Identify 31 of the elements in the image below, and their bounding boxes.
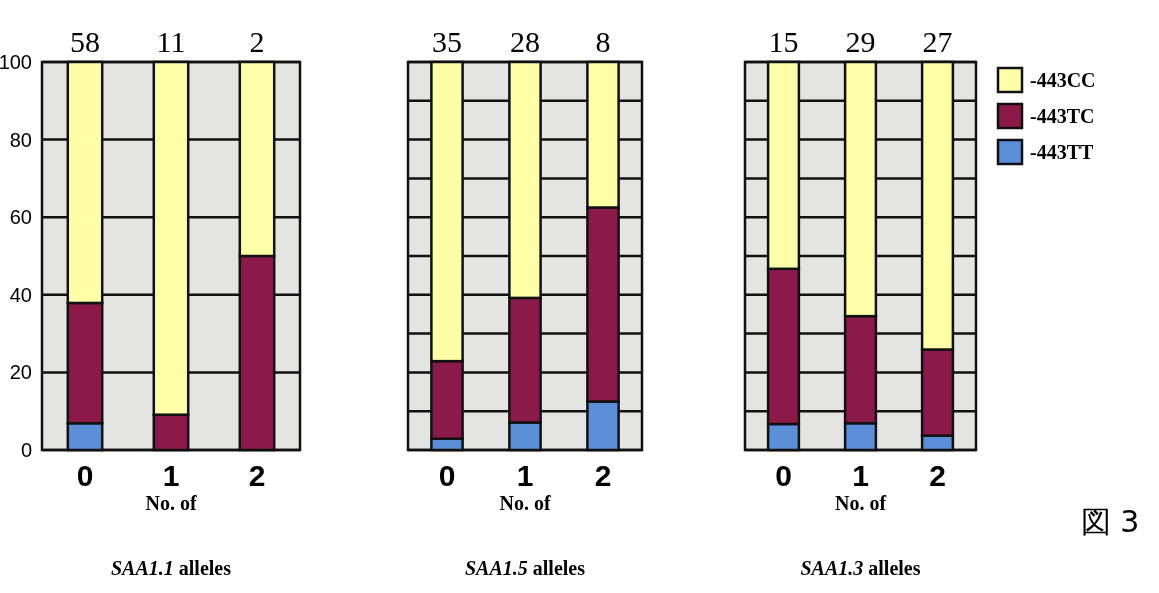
x-tick-label: 0 [438,459,456,492]
x-tick-label: 2 [594,459,612,492]
x-tick-label: 1 [516,459,534,492]
text: No. of SAA1.1 alleles [110,492,232,579]
y-tick-label: 60 [9,206,32,229]
y-tick-label: 40 [9,283,32,306]
annotation: 2 [249,25,265,58]
caption: 図 3 [1080,504,1140,539]
x-tick-label: 1 [162,459,180,492]
y-tick-label: 0 [20,439,32,461]
legend-label: -443CC [1030,69,1096,91]
annotation: 27 [922,25,953,58]
x-tick-label: 0 [775,459,792,492]
text: No. of SAA1.3 alleles [800,492,921,579]
x-tick-label: 0 [76,459,94,492]
annotation: 35 [432,25,462,58]
text: No. of SAA1.5 alleles [464,492,586,579]
x-tick-label: 2 [929,459,946,492]
annotation: 28 [510,25,540,58]
annotation: 58 [70,25,100,58]
annotation: 8 [595,25,611,58]
legend-label: -443TT [1030,141,1094,163]
y-tick-label: 100 [0,51,32,73]
x-tick-label: 2 [248,459,266,492]
annotation: 11 [156,25,186,58]
annotation: 15 [768,25,799,58]
y-tick-label: 20 [9,361,32,384]
annotation: 29 [845,25,876,58]
x-tick-label: 1 [852,459,869,492]
legend-label: -443TC [1030,105,1095,127]
y-tick-label: 80 [9,128,32,151]
